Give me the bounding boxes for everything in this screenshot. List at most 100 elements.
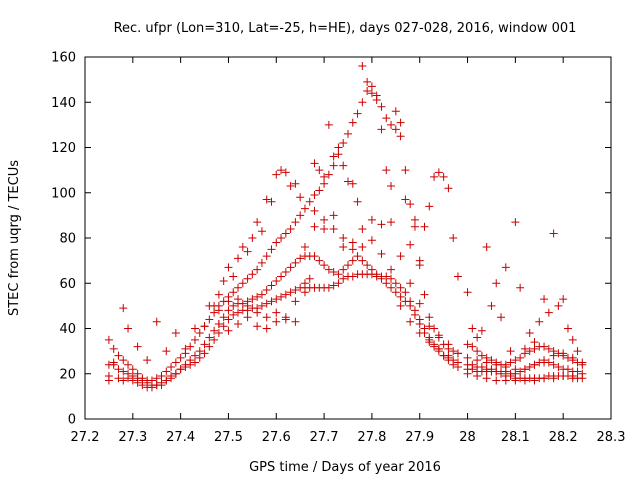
data-point [482, 243, 491, 252]
data-point [205, 301, 214, 310]
data-point [410, 222, 419, 231]
data-point [339, 234, 348, 242]
data-point [463, 369, 472, 378]
data-point [396, 118, 405, 127]
data-point [320, 172, 329, 181]
data-point [315, 256, 324, 265]
data-point [324, 265, 333, 274]
data-point [415, 261, 424, 270]
data-point [573, 347, 582, 356]
data-point [415, 329, 424, 338]
data-point [516, 353, 525, 362]
plot-area: 27.2 27.3 27.4 27.5 27.6 27.7 27.8 27.9 28 28.1 28… [51, 51, 625, 446]
data-point [444, 351, 453, 360]
data-point [171, 358, 180, 367]
data-point [329, 211, 338, 220]
data-point [104, 360, 113, 369]
data-point [329, 152, 338, 161]
data-point [540, 374, 549, 383]
data-point [320, 179, 329, 188]
data-point [229, 288, 238, 297]
data-point [339, 161, 348, 170]
data-point [520, 365, 529, 374]
data-point [430, 172, 439, 181]
data-point [339, 265, 348, 274]
data-point [544, 358, 553, 367]
data-point [195, 329, 204, 338]
data-point [133, 342, 142, 351]
data-point [391, 125, 400, 134]
data-point [205, 333, 214, 342]
data-point [554, 362, 563, 371]
data-point [104, 376, 113, 385]
data-point [310, 206, 319, 215]
data-point [296, 254, 305, 263]
data-point [243, 301, 252, 310]
data-point [554, 301, 563, 310]
data-point [272, 308, 281, 317]
data-point [119, 367, 128, 376]
data-point [391, 288, 400, 297]
data-point [367, 89, 376, 98]
data-point [477, 351, 486, 360]
y-tick-label: 0 [68, 413, 76, 428]
data-point [281, 290, 290, 299]
data-point [377, 125, 386, 134]
data-point [396, 301, 405, 310]
data-point [401, 195, 410, 204]
data-point [253, 265, 262, 274]
data-point [473, 347, 482, 356]
data-point [377, 220, 386, 229]
y-tick-label: 40 [59, 322, 76, 337]
data-point [530, 344, 539, 353]
data-point [449, 234, 458, 242]
data-point [324, 283, 333, 292]
data-point [181, 360, 190, 369]
data-point [224, 326, 233, 335]
data-point [492, 279, 501, 288]
data-point [119, 304, 128, 313]
data-point [377, 102, 386, 111]
data-point [425, 322, 434, 331]
data-point [430, 342, 439, 351]
data-point [396, 132, 405, 141]
data-point [181, 344, 190, 353]
data-point [516, 367, 525, 376]
data-point [463, 340, 472, 349]
data-point [291, 218, 300, 227]
data-point [162, 347, 171, 356]
data-point [344, 261, 352, 270]
data-point [257, 301, 266, 310]
data-point [119, 376, 128, 385]
data-point [300, 243, 309, 252]
data-point [138, 374, 147, 383]
data-point [162, 367, 171, 376]
data-point [219, 313, 228, 322]
data-point [253, 308, 262, 317]
data-point [214, 329, 223, 338]
x-tick-label: 27.4 [166, 430, 195, 445]
data-point [281, 168, 290, 177]
data-point [305, 197, 314, 206]
data-point [387, 218, 396, 227]
data-point [334, 270, 343, 279]
data-point [406, 240, 415, 249]
data-point [286, 181, 295, 190]
x-tick-label: 27.8 [357, 430, 386, 445]
data-point [329, 281, 338, 290]
data-point [186, 356, 195, 365]
data-point [439, 172, 448, 181]
data-point [210, 335, 219, 344]
data-point [224, 263, 233, 272]
x-tick-label: 27.9 [405, 430, 434, 445]
data-point [568, 374, 577, 383]
data-point [190, 351, 199, 360]
data-point [559, 372, 568, 381]
data-point [401, 288, 410, 297]
data-point [176, 365, 185, 374]
data-point [291, 258, 300, 267]
data-point [492, 376, 501, 385]
data-point [310, 191, 319, 200]
data-point [468, 360, 477, 369]
data-point [272, 276, 281, 285]
